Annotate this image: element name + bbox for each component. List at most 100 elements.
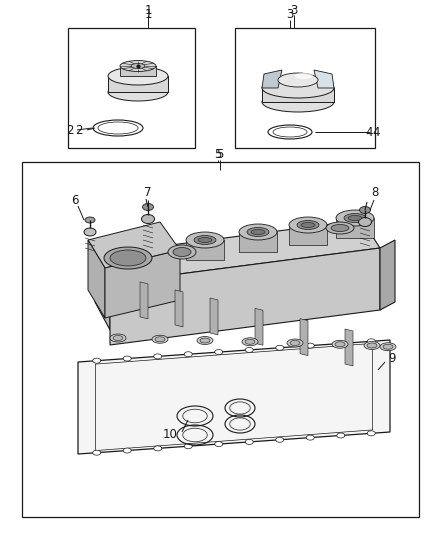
Ellipse shape [287, 339, 303, 347]
Polygon shape [210, 298, 218, 335]
Ellipse shape [239, 224, 277, 240]
Ellipse shape [276, 345, 284, 350]
Polygon shape [108, 76, 168, 92]
Ellipse shape [215, 350, 223, 354]
Ellipse shape [332, 340, 348, 348]
Polygon shape [345, 329, 353, 366]
Ellipse shape [306, 435, 314, 440]
Ellipse shape [360, 206, 371, 214]
Polygon shape [255, 308, 263, 345]
Ellipse shape [367, 343, 377, 348]
Ellipse shape [245, 348, 253, 352]
Ellipse shape [198, 238, 212, 243]
Ellipse shape [110, 250, 146, 266]
Ellipse shape [337, 341, 345, 346]
Polygon shape [105, 250, 180, 318]
Polygon shape [175, 290, 183, 327]
Text: 10: 10 [163, 429, 178, 441]
Ellipse shape [251, 230, 265, 235]
Ellipse shape [113, 335, 123, 341]
Text: 8: 8 [371, 187, 379, 199]
Ellipse shape [173, 247, 191, 256]
Text: 1: 1 [144, 7, 152, 20]
Text: 3: 3 [290, 4, 298, 17]
Ellipse shape [245, 339, 255, 344]
Text: 3: 3 [286, 7, 294, 20]
Ellipse shape [141, 214, 155, 223]
Ellipse shape [184, 352, 192, 357]
Ellipse shape [290, 341, 300, 345]
Ellipse shape [120, 61, 156, 71]
Ellipse shape [383, 344, 393, 349]
Ellipse shape [108, 83, 168, 101]
Polygon shape [380, 240, 395, 310]
Ellipse shape [278, 73, 318, 87]
Ellipse shape [262, 92, 334, 112]
Ellipse shape [276, 437, 284, 442]
Polygon shape [262, 70, 282, 88]
Polygon shape [300, 319, 308, 356]
Ellipse shape [104, 247, 152, 269]
Ellipse shape [358, 217, 371, 227]
Ellipse shape [186, 232, 224, 248]
Polygon shape [289, 225, 327, 245]
Text: 2: 2 [67, 124, 74, 136]
Text: 4: 4 [372, 125, 379, 139]
Ellipse shape [194, 236, 216, 245]
Ellipse shape [336, 210, 374, 226]
Ellipse shape [380, 343, 396, 351]
Ellipse shape [335, 342, 345, 347]
Ellipse shape [152, 335, 168, 343]
Ellipse shape [289, 217, 327, 233]
Ellipse shape [348, 215, 362, 221]
Polygon shape [88, 222, 180, 268]
Ellipse shape [344, 214, 366, 222]
Bar [235, 28, 375, 148]
Ellipse shape [295, 73, 313, 79]
Ellipse shape [168, 245, 196, 259]
Ellipse shape [367, 339, 375, 344]
Text: 6: 6 [71, 193, 79, 206]
Text: 9: 9 [388, 351, 396, 365]
Ellipse shape [154, 446, 162, 451]
Ellipse shape [326, 222, 354, 234]
Ellipse shape [200, 338, 210, 343]
Ellipse shape [184, 444, 192, 449]
Ellipse shape [108, 67, 168, 85]
Polygon shape [88, 240, 105, 318]
Polygon shape [336, 218, 374, 238]
Ellipse shape [197, 336, 213, 344]
Polygon shape [186, 240, 224, 260]
Text: 5: 5 [216, 149, 224, 161]
Ellipse shape [123, 356, 131, 361]
Bar [22, 162, 419, 517]
Ellipse shape [242, 338, 258, 346]
Ellipse shape [110, 334, 126, 342]
Ellipse shape [85, 217, 95, 223]
Ellipse shape [154, 354, 162, 359]
Ellipse shape [301, 222, 315, 228]
Ellipse shape [306, 343, 314, 348]
Bar [68, 28, 195, 148]
Polygon shape [314, 70, 334, 88]
Polygon shape [110, 248, 380, 345]
Ellipse shape [367, 431, 375, 436]
Ellipse shape [262, 78, 334, 98]
Polygon shape [95, 220, 380, 283]
Ellipse shape [123, 448, 131, 453]
Ellipse shape [247, 228, 269, 237]
Text: 4: 4 [365, 125, 372, 139]
Polygon shape [239, 232, 277, 252]
Ellipse shape [337, 433, 345, 438]
Polygon shape [262, 88, 334, 102]
Ellipse shape [331, 224, 349, 231]
Ellipse shape [84, 228, 96, 236]
Text: 7: 7 [144, 187, 152, 199]
Ellipse shape [93, 450, 101, 455]
Text: 1: 1 [144, 4, 152, 17]
Ellipse shape [131, 63, 145, 69]
Ellipse shape [297, 221, 319, 230]
Ellipse shape [215, 441, 223, 447]
Polygon shape [120, 66, 156, 76]
Polygon shape [95, 255, 110, 330]
